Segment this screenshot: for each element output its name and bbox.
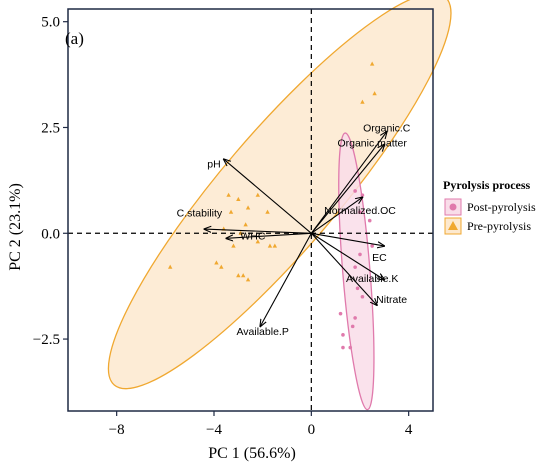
data-point-pre <box>245 277 251 282</box>
loading-label-available-k: Available.K <box>346 273 398 285</box>
data-point-post <box>341 345 345 350</box>
legend-label-post: Post-pyrolysis <box>467 200 536 214</box>
data-point-pre <box>360 99 365 104</box>
legend-label-pre: Pre-pyrolysis <box>467 219 531 233</box>
data-point-post <box>338 311 343 316</box>
legend-marker-pre <box>448 221 458 230</box>
loading-label-nitrate: Nitrate <box>376 294 407 306</box>
y-axis-label: PC 2 (23.1%) <box>7 183 24 271</box>
loading-label-available-p: Available.P <box>236 326 288 338</box>
loading-label-organic-c: Organic.C <box>363 123 411 135</box>
data-point-post <box>353 316 357 320</box>
data-point-post <box>348 345 353 350</box>
data-point-pre <box>245 205 251 210</box>
loading-arrow-available-p <box>260 233 312 326</box>
data-point-post <box>358 252 362 257</box>
data-point-pre <box>255 192 260 197</box>
loading-label-ph: pH <box>207 159 220 171</box>
confidence-ellipse-post <box>338 132 375 411</box>
data-point-post <box>360 193 365 197</box>
loading-label-whc: WHC <box>240 231 265 243</box>
data-point-pre <box>228 209 234 214</box>
loading-arrow-ph <box>224 159 312 234</box>
axes: −8 −4 0 4 5.0 2.5 0.0 −2.5 <box>33 8 434 438</box>
y-tick-label: 5.0 <box>41 15 60 31</box>
x-axis-label: PC 1 (56.6%) <box>208 445 296 462</box>
loading-labels: pH C.stability WHC Available.P Organic.C Orga… <box>177 123 411 338</box>
plot-area <box>68 0 452 411</box>
y-tick-label: −2.5 <box>33 332 60 348</box>
data-point-pre <box>238 230 243 235</box>
y-tick-label: 2.5 <box>41 120 60 136</box>
confidence-ellipse-pre <box>107 0 452 390</box>
data-point-post <box>341 333 345 337</box>
loading-label-c-stability: C.stability <box>177 207 223 219</box>
data-point-pre <box>255 239 260 244</box>
legend-marker-post <box>449 203 457 211</box>
data-point-pre <box>241 273 246 278</box>
data-point-pre <box>219 264 224 269</box>
data-point-post <box>355 286 360 291</box>
data-point-post <box>353 189 357 193</box>
data-point-pre <box>267 243 273 248</box>
data-point-pre <box>226 192 231 197</box>
loading-label-ec: EC <box>372 252 387 264</box>
data-point-pre <box>214 260 219 265</box>
legend: Pyrolysis process Post-pyrolysis Pre-pyr… <box>443 178 536 235</box>
data-point-post <box>358 210 362 214</box>
x-tick-label: −4 <box>206 422 222 438</box>
data-point-pre <box>372 91 377 96</box>
data-point-post <box>350 324 355 329</box>
data-point-pre <box>369 61 375 66</box>
data-marks <box>168 61 387 350</box>
data-point-post <box>367 218 372 223</box>
data-point-pre <box>231 243 236 248</box>
data-point-pre <box>265 209 270 214</box>
plot-frame <box>67 8 434 412</box>
loading-arrow-normalized-oc <box>311 197 362 234</box>
x-tick-label: 0 <box>308 422 316 438</box>
loading-label-normalized-oc: Normalized.OC <box>324 205 396 217</box>
loading-arrow-organic-c <box>310 132 386 234</box>
data-point-pre <box>272 243 278 248</box>
data-point-pre <box>236 196 241 202</box>
x-tick-label: 4 <box>405 422 413 438</box>
data-point-post <box>360 294 365 299</box>
data-point-post <box>353 265 357 269</box>
loading-arrow-available-k <box>311 232 384 280</box>
y-tick-label: 0.0 <box>41 226 60 242</box>
loading-label-organic-matter: Organic.matter <box>337 138 407 150</box>
panel-label: (a) <box>65 29 84 48</box>
loading-arrow-ec <box>311 232 384 246</box>
loading-arrow-c-stability <box>204 229 312 234</box>
data-point-post <box>370 244 374 248</box>
loading-arrow-organic-matter <box>310 144 384 234</box>
loading-arrow-nitrate <box>310 232 377 305</box>
data-point-pre <box>243 222 248 227</box>
data-point-pre <box>236 273 241 278</box>
x-tick-label: −8 <box>109 422 125 438</box>
data-point-pre <box>168 264 173 269</box>
loading-arrow-whc <box>226 232 312 238</box>
legend-title: Pyrolysis process <box>443 178 531 192</box>
